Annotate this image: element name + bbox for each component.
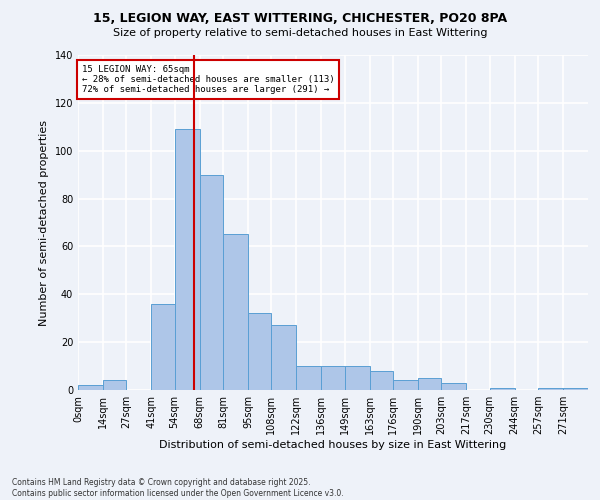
Text: Contains HM Land Registry data © Crown copyright and database right 2025.
Contai: Contains HM Land Registry data © Crown c…: [12, 478, 344, 498]
X-axis label: Distribution of semi-detached houses by size in East Wittering: Distribution of semi-detached houses by …: [160, 440, 506, 450]
Bar: [490, 388, 515, 390]
Bar: [248, 314, 271, 390]
Bar: [563, 388, 588, 390]
Y-axis label: Number of semi-detached properties: Number of semi-detached properties: [39, 120, 49, 326]
Bar: [393, 380, 418, 390]
Bar: [175, 129, 200, 390]
Bar: [103, 380, 127, 390]
Bar: [78, 385, 103, 390]
Bar: [370, 371, 393, 390]
Bar: [344, 366, 370, 390]
Text: 15, LEGION WAY, EAST WITTERING, CHICHESTER, PO20 8PA: 15, LEGION WAY, EAST WITTERING, CHICHEST…: [93, 12, 507, 26]
Bar: [441, 383, 466, 390]
Text: Size of property relative to semi-detached houses in East Wittering: Size of property relative to semi-detach…: [113, 28, 487, 38]
Text: 15 LEGION WAY: 65sqm
← 28% of semi-detached houses are smaller (113)
72% of semi: 15 LEGION WAY: 65sqm ← 28% of semi-detac…: [82, 64, 334, 94]
Bar: [151, 304, 175, 390]
Bar: [538, 388, 563, 390]
Bar: [418, 378, 441, 390]
Bar: [271, 326, 296, 390]
Bar: [200, 174, 223, 390]
Bar: [223, 234, 248, 390]
Bar: [296, 366, 322, 390]
Bar: [322, 366, 344, 390]
